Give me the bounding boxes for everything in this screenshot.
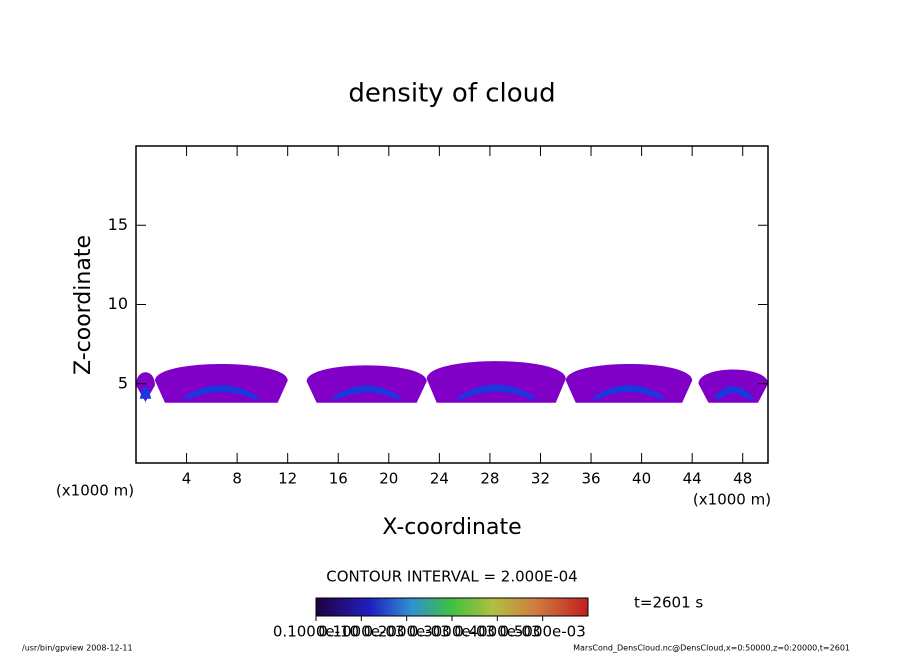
y-unit: (x1000 m) (56, 482, 134, 500)
plot-frame (135, 145, 769, 464)
cloud-core (181, 385, 262, 399)
time-label: t=2601 s (634, 594, 703, 612)
cloud-region (426, 361, 566, 403)
colorbar-tick-label: 0.5000e-03 (500, 623, 586, 641)
x-tick-label: 36 (581, 470, 600, 488)
cloud-region (565, 363, 693, 403)
colorbar-tick-label: 0.1000e-10 (273, 623, 359, 641)
x-tick-label: 20 (379, 470, 398, 488)
footer-right: MarsCond_DensCloud.nc@DensCloud,x=0:5000… (573, 644, 850, 653)
colorbar-tick-label: 0.1000e-03 (318, 623, 404, 641)
plot-area (136, 361, 768, 403)
cloud-core (591, 385, 667, 399)
x-tick-label: 28 (480, 470, 499, 488)
x-tick-label: 8 (232, 470, 242, 488)
x-tick-label: 4 (182, 470, 192, 488)
y-axis-label: Z-coordinate (71, 235, 96, 375)
chart-title: density of cloud (348, 79, 555, 109)
x-tick-label: 12 (278, 470, 297, 488)
x-tick-label: 16 (329, 470, 348, 488)
cloud-core (454, 384, 538, 399)
x-tick-label: 40 (632, 470, 651, 488)
x-axis-label: X-coordinate (382, 515, 521, 540)
y-tick-label: 5 (118, 373, 128, 392)
colorbar-tick-label: 0.2000e-03 (364, 623, 450, 641)
y-tick-label: 15 (108, 215, 128, 234)
footer-left: /usr/bin/gpview 2008-12-11 (22, 644, 133, 653)
x-unit: (x1000 m) (693, 491, 771, 509)
x-tick-label: 24 (430, 470, 449, 488)
x-tick-label: 32 (531, 470, 550, 488)
cloud-core (712, 386, 755, 399)
colorbar (315, 597, 589, 617)
cloud-region (154, 363, 288, 403)
contour-interval: CONTOUR INTERVAL = 2.000E-04 (326, 568, 577, 586)
x-tick-label: 44 (683, 470, 702, 488)
colorbar-tick-label: 0.3000e-03 (409, 623, 495, 641)
cloud-region (306, 365, 427, 403)
y-tick-label: 10 (108, 294, 128, 313)
cloud-core (139, 386, 152, 399)
colorbar-tick-label: 0.4000e-03 (454, 623, 540, 641)
x-tick-label: 48 (733, 470, 752, 488)
cloud-core (330, 385, 403, 399)
